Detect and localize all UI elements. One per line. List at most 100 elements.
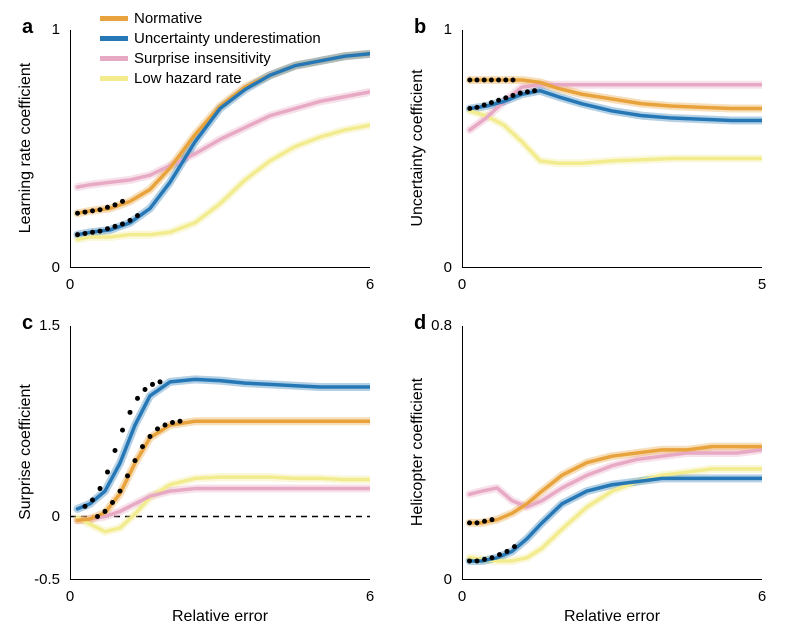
black-dot bbox=[490, 517, 495, 522]
ytick-label: 0 bbox=[414, 571, 452, 588]
black-dot bbox=[83, 504, 88, 509]
black-dot bbox=[105, 470, 110, 475]
black-dot bbox=[489, 77, 494, 82]
legend-swatch bbox=[100, 56, 128, 61]
xtick-label: 0 bbox=[55, 588, 85, 605]
black-dot bbox=[128, 218, 133, 223]
black-dot bbox=[503, 77, 508, 82]
ytick-label: 1 bbox=[414, 21, 452, 38]
black-dot bbox=[158, 379, 163, 384]
black-dot bbox=[113, 202, 118, 207]
black-dot bbox=[482, 77, 487, 82]
xtick-label: 0 bbox=[447, 276, 477, 293]
panel-d: dHelicopter coefficientRelative error060… bbox=[462, 326, 762, 580]
legend: Normative Uncertainty underestimation Surp… bbox=[100, 8, 321, 88]
legend-item: Normative bbox=[100, 8, 321, 28]
ytick-label: 0.8 bbox=[414, 317, 452, 334]
ytick-label: 0 bbox=[22, 259, 60, 276]
black-dot bbox=[118, 489, 123, 494]
ytick-label: -0.5 bbox=[22, 571, 60, 588]
black-dot bbox=[532, 88, 537, 93]
black-dot bbox=[90, 208, 95, 213]
black-dot bbox=[90, 230, 95, 235]
black-dot bbox=[467, 520, 472, 525]
legend-swatch bbox=[100, 36, 128, 41]
plot-c bbox=[70, 326, 370, 580]
black-dot bbox=[518, 91, 523, 96]
xtick-label: 6 bbox=[355, 588, 385, 605]
black-dot bbox=[113, 448, 118, 453]
legend-swatch bbox=[100, 16, 128, 21]
xtick-label: 0 bbox=[447, 588, 477, 605]
figure-root: aLearning rate coefficient0601bUncertain… bbox=[0, 0, 788, 637]
black-dot bbox=[120, 221, 125, 226]
xtick-label: 0 bbox=[55, 276, 85, 293]
black-dot bbox=[98, 229, 103, 234]
black-dot bbox=[475, 520, 480, 525]
black-dot bbox=[95, 514, 100, 519]
xlabel-d: Relative error bbox=[462, 608, 762, 626]
legend-label: Low hazard rate bbox=[134, 70, 242, 87]
black-dot bbox=[496, 98, 501, 103]
black-dot bbox=[482, 557, 487, 562]
black-dot bbox=[98, 486, 103, 491]
legend-item: Uncertainty underestimation bbox=[100, 28, 321, 48]
black-dot bbox=[103, 509, 108, 514]
black-dot bbox=[83, 231, 88, 236]
ylabel-c: Surprise coefficient bbox=[17, 325, 35, 579]
black-dot bbox=[143, 387, 148, 392]
black-dot bbox=[135, 213, 140, 218]
ytick-label: 0 bbox=[22, 508, 60, 525]
black-dot bbox=[482, 519, 487, 524]
black-dot bbox=[525, 89, 530, 94]
black-dot bbox=[496, 77, 501, 82]
black-dot bbox=[125, 473, 130, 478]
black-dot bbox=[170, 420, 175, 425]
black-dot bbox=[113, 224, 118, 229]
black-dot bbox=[133, 458, 138, 463]
black-dot bbox=[83, 210, 88, 215]
plot-d bbox=[462, 326, 762, 580]
panel-c: cSurprise coefficientRelative error06-0.… bbox=[70, 326, 370, 580]
black-dot bbox=[150, 382, 155, 387]
legend-swatch bbox=[100, 76, 128, 81]
legend-label: Uncertainty underestimation bbox=[134, 30, 321, 47]
black-dot bbox=[148, 434, 153, 439]
ytick-label: 0 bbox=[414, 259, 452, 276]
xtick-label: 6 bbox=[747, 588, 777, 605]
black-dot bbox=[482, 102, 487, 107]
black-dot bbox=[511, 93, 516, 98]
black-dot bbox=[467, 77, 472, 82]
black-dot bbox=[490, 555, 495, 560]
black-dot bbox=[163, 423, 168, 428]
black-dot bbox=[75, 232, 80, 237]
black-dot bbox=[110, 500, 115, 505]
legend-label: Surprise insensitivity bbox=[134, 50, 271, 67]
black-dot bbox=[475, 77, 480, 82]
line-normative bbox=[78, 421, 371, 520]
ci-normative bbox=[78, 421, 371, 520]
plot-b bbox=[462, 30, 762, 268]
black-dot bbox=[503, 95, 508, 100]
panel-b: bUncertainty coefficient0501 bbox=[462, 30, 762, 268]
black-dot bbox=[98, 207, 103, 212]
legend-label: Normative bbox=[134, 10, 202, 27]
black-dot bbox=[475, 558, 480, 563]
black-dot bbox=[90, 497, 95, 502]
black-dot bbox=[505, 549, 510, 554]
black-dot bbox=[467, 106, 472, 111]
black-dot bbox=[155, 426, 160, 431]
ylabel-b: Uncertainty coefficient bbox=[409, 29, 427, 267]
black-dot bbox=[178, 419, 183, 424]
black-dot bbox=[120, 428, 125, 433]
black-dot bbox=[511, 77, 516, 82]
black-dot bbox=[128, 410, 133, 415]
black-dot bbox=[497, 552, 502, 557]
black-dot bbox=[489, 100, 494, 105]
legend-item: Low hazard rate bbox=[100, 68, 321, 88]
ylabel-d: Helicopter coefficient bbox=[409, 325, 427, 579]
black-dot bbox=[512, 544, 517, 549]
black-dot bbox=[75, 211, 80, 216]
black-dot bbox=[467, 558, 472, 563]
black-dot bbox=[105, 205, 110, 210]
